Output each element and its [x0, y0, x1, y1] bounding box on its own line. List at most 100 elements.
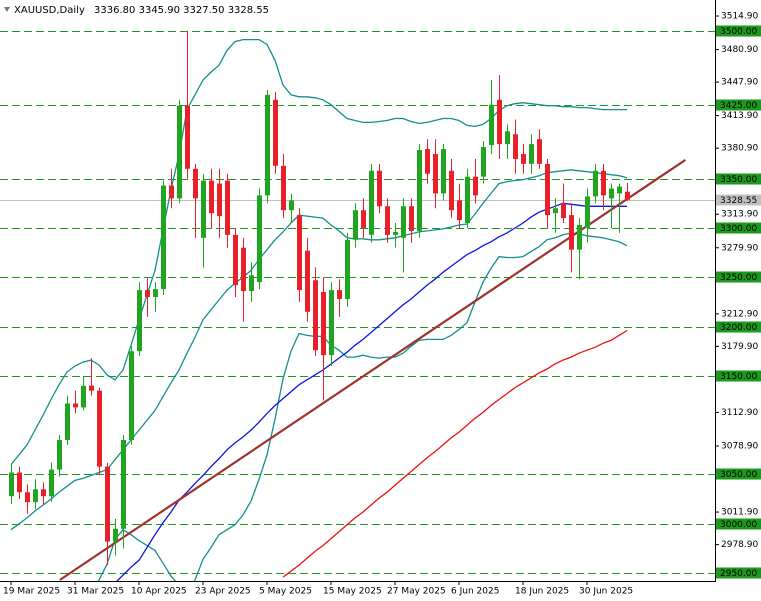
candle-body	[17, 472, 22, 493]
candle-body	[425, 149, 430, 174]
candle-body	[441, 149, 446, 194]
level-label-box	[716, 370, 761, 382]
x-tick-label: 30 Jun 2025	[579, 587, 633, 597]
level-label: 3500.00	[720, 27, 757, 37]
candle-body	[193, 168, 198, 199]
x-tick-label: 10 Apr 2025	[131, 587, 187, 597]
y-tick-label: 3380.90	[721, 144, 758, 154]
current-price-label: 3328.55	[720, 196, 757, 206]
candle-body	[121, 439, 126, 529]
x-tick-label: 6 Jun 2025	[451, 587, 499, 597]
current-price-box	[716, 194, 761, 206]
x-tick-label: 23 Apr 2025	[195, 587, 251, 597]
level-label: 2950.00	[720, 569, 757, 579]
candle-body	[217, 183, 222, 217]
candle-body	[513, 134, 518, 159]
y-tick-label: 2978.90	[721, 540, 758, 550]
level-label: 3050.00	[720, 470, 757, 480]
candle-body	[201, 180, 206, 238]
level-label: 3150.00	[720, 372, 757, 382]
candle-body	[57, 439, 62, 470]
candle-body	[457, 200, 462, 221]
candle-body	[9, 472, 14, 497]
candle-body	[113, 528, 118, 542]
candle-body	[65, 403, 70, 440]
candle-body	[545, 163, 550, 216]
candle-body	[529, 144, 534, 164]
candle-body	[577, 224, 582, 250]
candle-body	[449, 170, 454, 211]
candle-body	[601, 170, 606, 196]
candle-body	[345, 239, 350, 299]
y-tick-label: 3078.90	[721, 441, 758, 451]
candle-body	[369, 170, 374, 235]
candle-body	[49, 469, 54, 497]
level-label-box	[716, 25, 761, 37]
level-label-box	[716, 567, 761, 579]
candle-body	[537, 139, 542, 164]
candle-body	[617, 186, 622, 194]
candle-body	[609, 188, 614, 199]
candle-body	[393, 231, 398, 235]
open-label: 3336.80	[94, 5, 135, 16]
level-label: 3425.00	[720, 101, 757, 111]
candle-body	[25, 492, 30, 503]
level-label: 3300.00	[720, 224, 757, 234]
candle-body	[353, 210, 358, 240]
candle-body	[385, 206, 390, 235]
x-tick-label: 31 Mar 2025	[67, 587, 124, 597]
candle-body	[361, 210, 366, 228]
candle-body	[233, 234, 238, 286]
level-label-box	[716, 99, 761, 111]
level-label: 3250.00	[720, 273, 757, 283]
candle-body	[593, 170, 598, 197]
y-tick-label: 3480.90	[721, 45, 758, 55]
y-tick-label: 3112.90	[721, 408, 758, 418]
level-label: 3350.00	[720, 175, 757, 185]
candle-body	[89, 385, 94, 391]
candle-body	[553, 208, 558, 214]
candle-body	[585, 196, 590, 228]
candle-body	[137, 290, 142, 352]
level-label-box	[716, 518, 761, 530]
candle-body	[145, 290, 150, 297]
indicator-line	[116, 202, 627, 581]
x-tick-label: 19 Mar 2025	[3, 587, 60, 597]
level-label: 3000.00	[720, 520, 757, 530]
candle-body	[265, 94, 270, 196]
candle-body	[465, 176, 470, 224]
y-tick-label: 3447.90	[721, 78, 758, 88]
candle-body	[257, 195, 262, 283]
header-icon	[4, 7, 10, 12]
y-tick-label: 3313.90	[721, 210, 758, 220]
candle-body	[489, 104, 494, 146]
indicator-line	[282, 329, 628, 578]
candle-body	[313, 280, 318, 351]
candle-body	[481, 147, 486, 177]
candle-body	[473, 176, 478, 196]
candle-body	[401, 206, 406, 238]
candle-body	[41, 489, 46, 497]
plot-area	[0, 30, 715, 581]
y-tick-label: 3279.90	[721, 243, 758, 253]
candle-body	[281, 165, 286, 211]
candle-body	[569, 215, 574, 250]
candle-body	[289, 200, 294, 211]
y-tick-label: 3413.90	[721, 111, 758, 121]
candle-body	[161, 185, 166, 290]
indicator-line	[10, 38, 627, 466]
candle-body	[561, 203, 566, 219]
candle-body	[225, 180, 230, 235]
x-tick-label: 27 May 2025	[387, 587, 446, 597]
candle-body	[185, 105, 190, 169]
candle-body	[433, 153, 438, 194]
level-label-box	[716, 321, 761, 333]
low-label: 3327.50	[183, 5, 224, 16]
level-label-box	[716, 271, 761, 283]
candle-body	[505, 131, 510, 145]
level-label-box	[716, 173, 761, 185]
candle-body	[521, 153, 526, 164]
